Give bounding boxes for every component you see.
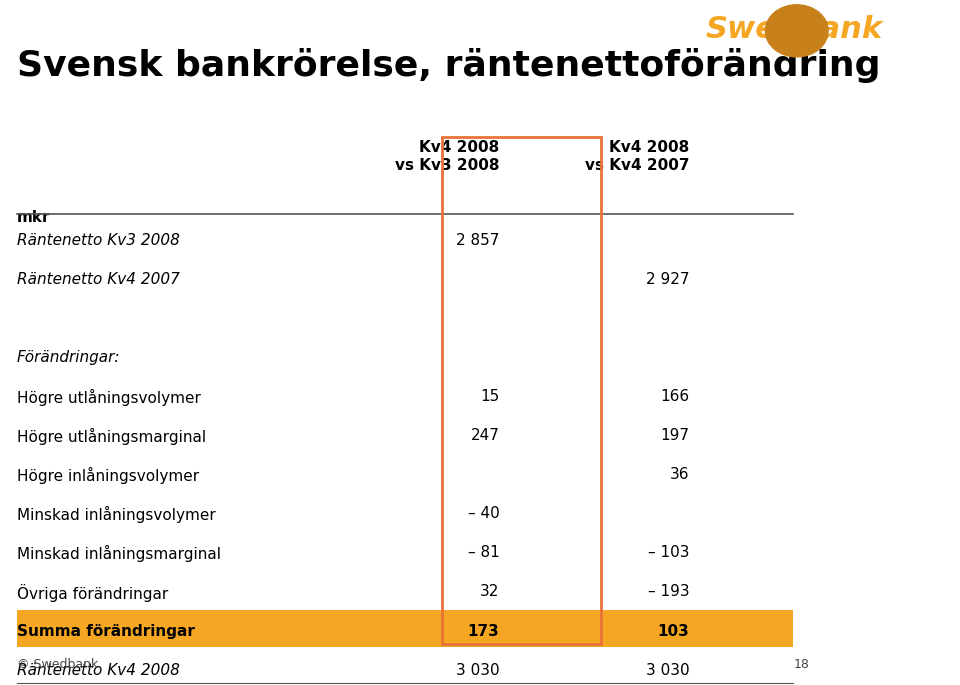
Text: Högre utlåningsvolymer: Högre utlåningsvolymer bbox=[16, 389, 201, 406]
Text: Kv4 2008
vs Kv3 2008: Kv4 2008 vs Kv3 2008 bbox=[395, 140, 499, 173]
Text: © Swedbank: © Swedbank bbox=[16, 658, 98, 671]
Text: 36: 36 bbox=[670, 467, 689, 482]
Text: 3 030: 3 030 bbox=[456, 662, 499, 677]
Text: – 193: – 193 bbox=[648, 584, 689, 599]
Text: – 40: – 40 bbox=[468, 506, 499, 521]
Circle shape bbox=[765, 5, 828, 57]
Text: 197: 197 bbox=[660, 428, 689, 443]
Text: Kv4 2008
vs Kv4 2007: Kv4 2008 vs Kv4 2007 bbox=[585, 140, 689, 173]
Text: 15: 15 bbox=[480, 389, 499, 404]
Text: 32: 32 bbox=[480, 584, 499, 599]
Text: 3 030: 3 030 bbox=[646, 662, 689, 677]
Text: 166: 166 bbox=[660, 389, 689, 404]
Text: Svensk bankrörelse, räntenettoförändring: Svensk bankrörelse, räntenettoförändring bbox=[16, 48, 880, 83]
Text: Högre utlåningsmarginal: Högre utlåningsmarginal bbox=[16, 428, 205, 445]
Text: – 103: – 103 bbox=[648, 545, 689, 560]
Text: – 81: – 81 bbox=[468, 545, 499, 560]
Text: 103: 103 bbox=[658, 623, 689, 638]
Text: mkr: mkr bbox=[16, 210, 50, 225]
Text: Minskad inlåningsvolymer: Minskad inlåningsvolymer bbox=[16, 506, 215, 523]
Text: 2 927: 2 927 bbox=[646, 272, 689, 287]
Text: 18: 18 bbox=[793, 658, 809, 671]
Text: Förändringar:: Förändringar: bbox=[16, 350, 120, 365]
Text: Högre inlåningsvolymer: Högre inlåningsvolymer bbox=[16, 467, 199, 484]
Text: Övriga förändringar: Övriga förändringar bbox=[16, 584, 168, 603]
Text: Räntenetto Kv4 2008: Räntenetto Kv4 2008 bbox=[16, 662, 180, 677]
Text: 2 857: 2 857 bbox=[456, 233, 499, 248]
Text: Swedbank: Swedbank bbox=[706, 15, 883, 44]
Text: Summa förändringar: Summa förändringar bbox=[16, 623, 194, 638]
Text: Räntenetto Kv4 2007: Räntenetto Kv4 2007 bbox=[16, 272, 180, 287]
Text: 173: 173 bbox=[468, 623, 499, 638]
Text: Räntenetto Kv3 2008: Räntenetto Kv3 2008 bbox=[16, 233, 180, 248]
Text: 247: 247 bbox=[470, 428, 499, 443]
FancyBboxPatch shape bbox=[16, 610, 793, 647]
Text: Minskad inlåningsmarginal: Minskad inlåningsmarginal bbox=[16, 545, 221, 562]
